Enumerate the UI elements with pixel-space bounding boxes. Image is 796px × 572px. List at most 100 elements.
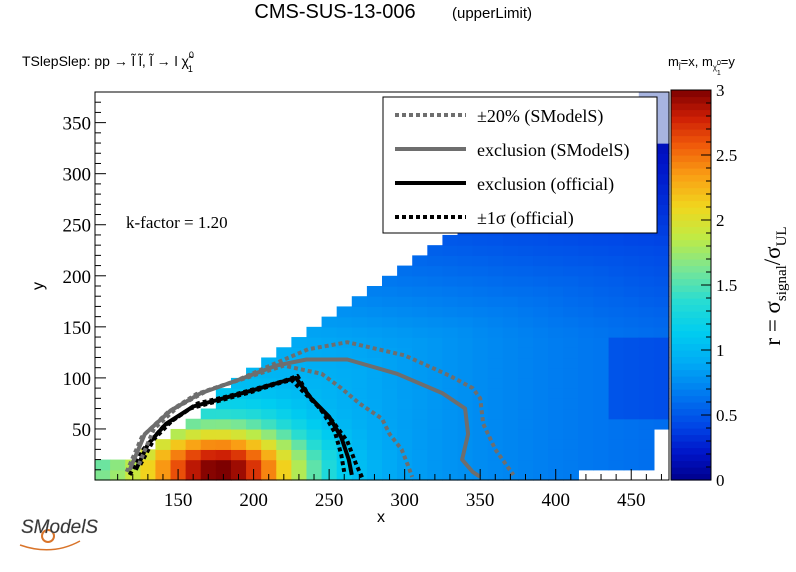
heatmap-cell	[276, 367, 292, 379]
heatmap-cell	[653, 102, 670, 114]
heatmap-cell	[608, 255, 625, 267]
process-label: TSlepSlep: pp → l̃ l̃, l̃ → l χ̃0 1	[22, 50, 194, 74]
heatmap-cell	[170, 439, 187, 450]
legend-label: ±1σ (official)	[477, 208, 574, 229]
heatmap-cell	[442, 357, 459, 369]
heatmap-cell	[638, 428, 655, 440]
heatmap-cell	[563, 347, 579, 359]
color-bar-segment	[671, 363, 711, 371]
heatmap-cell	[548, 255, 564, 267]
heatmap-cell	[472, 367, 489, 379]
color-bar-segment	[671, 207, 711, 215]
heatmap-cell	[623, 286, 640, 297]
heatmap-cell	[548, 275, 564, 287]
heatmap-cell	[653, 398, 670, 410]
color-bar-segment	[671, 473, 711, 481]
heatmap-cell	[578, 296, 595, 308]
heatmap-cell	[548, 428, 564, 440]
heatmap-cell	[623, 306, 640, 318]
heatmap-cell	[185, 439, 202, 450]
heatmap-cell	[366, 439, 383, 450]
heatmap-cell	[442, 306, 459, 318]
heatmap-cell	[623, 408, 640, 420]
heatmap-cell	[548, 408, 564, 420]
heatmap-cell	[533, 377, 549, 389]
heatmap-cell	[351, 337, 368, 348]
heatmap-cell	[472, 459, 489, 471]
heatmap-cell	[366, 418, 383, 430]
heatmap-cell	[200, 449, 217, 461]
heatmap-cell	[578, 265, 595, 277]
heatmap-cell	[653, 286, 670, 297]
heatmap-cell	[487, 459, 504, 471]
heatmap-cell	[517, 377, 534, 389]
color-bar-segment	[671, 304, 711, 312]
heatmap-cell	[563, 286, 579, 297]
heatmap-cell	[578, 347, 595, 359]
heatmap-cell	[563, 316, 579, 328]
heatmap-cell	[412, 439, 428, 450]
heatmap-cell	[382, 459, 398, 471]
logo-swoosh-icon	[19, 540, 81, 551]
heatmap-cell	[351, 459, 368, 471]
heatmap-cell	[653, 326, 670, 338]
heatmap-cell	[276, 459, 292, 471]
heatmap-cell	[351, 347, 368, 359]
heatmap-cell	[306, 449, 323, 461]
heatmap-cell	[578, 439, 595, 450]
heatmap-cell	[623, 265, 640, 277]
heatmap-cell	[593, 316, 610, 328]
color-bar-segment	[671, 161, 711, 169]
heatmap-cell	[230, 418, 247, 430]
heatmap-cell	[457, 388, 474, 399]
heatmap-cell	[653, 357, 670, 369]
color-bar-segment	[671, 213, 711, 221]
heatmap-cell	[336, 326, 353, 338]
heatmap-cell	[412, 255, 428, 267]
heatmap-cell	[412, 347, 428, 359]
heatmap-cell	[230, 377, 247, 389]
heatmap-cell	[457, 347, 474, 359]
color-bar-segment	[671, 122, 711, 130]
heatmap-cell	[336, 377, 353, 389]
heatmap-cell	[246, 439, 262, 450]
heatmap-cell	[472, 418, 489, 430]
heatmap-cell	[291, 398, 308, 410]
heatmap-cell	[502, 347, 519, 359]
heatmap-cell	[533, 316, 549, 328]
heatmap-cell	[533, 398, 549, 410]
heatmap-cell	[397, 418, 413, 430]
heatmap-cell	[638, 337, 655, 348]
heatmap-cell	[517, 286, 534, 297]
heatmap-cell	[246, 418, 262, 430]
color-bar-segment	[671, 447, 711, 455]
heatmap-cell	[215, 418, 232, 430]
heatmap-cell	[442, 428, 459, 440]
heatmap-cell	[215, 408, 232, 420]
heatmap-cell	[427, 337, 444, 348]
heatmap-cell	[442, 459, 459, 471]
heatmap-cell	[351, 388, 368, 399]
color-bar-segment	[671, 369, 711, 377]
color-bar-segment	[671, 285, 711, 293]
color-bar-segment	[671, 226, 711, 234]
color-bar-segment	[671, 317, 711, 325]
heatmap-cell	[548, 398, 564, 410]
heatmap-cell	[200, 439, 217, 450]
heatmap-cell	[230, 398, 247, 410]
heatmap-cell	[336, 306, 353, 318]
heatmap-cell	[578, 255, 595, 267]
heatmap-cell	[623, 296, 640, 308]
z-label-sigma: /σ	[760, 246, 785, 265]
heatmap-cell	[517, 357, 534, 369]
heatmap-cell	[533, 439, 549, 450]
heatmap-cell	[608, 306, 625, 318]
heatmap-cell	[533, 408, 549, 420]
color-bar-segment	[671, 90, 711, 98]
heatmap-cell	[623, 326, 640, 338]
heatmap-cell	[593, 449, 610, 461]
heatmap-cell	[427, 275, 444, 287]
heatmap-cell	[638, 377, 655, 389]
heatmap-cell	[563, 245, 579, 256]
heatmap-cell	[533, 326, 549, 338]
